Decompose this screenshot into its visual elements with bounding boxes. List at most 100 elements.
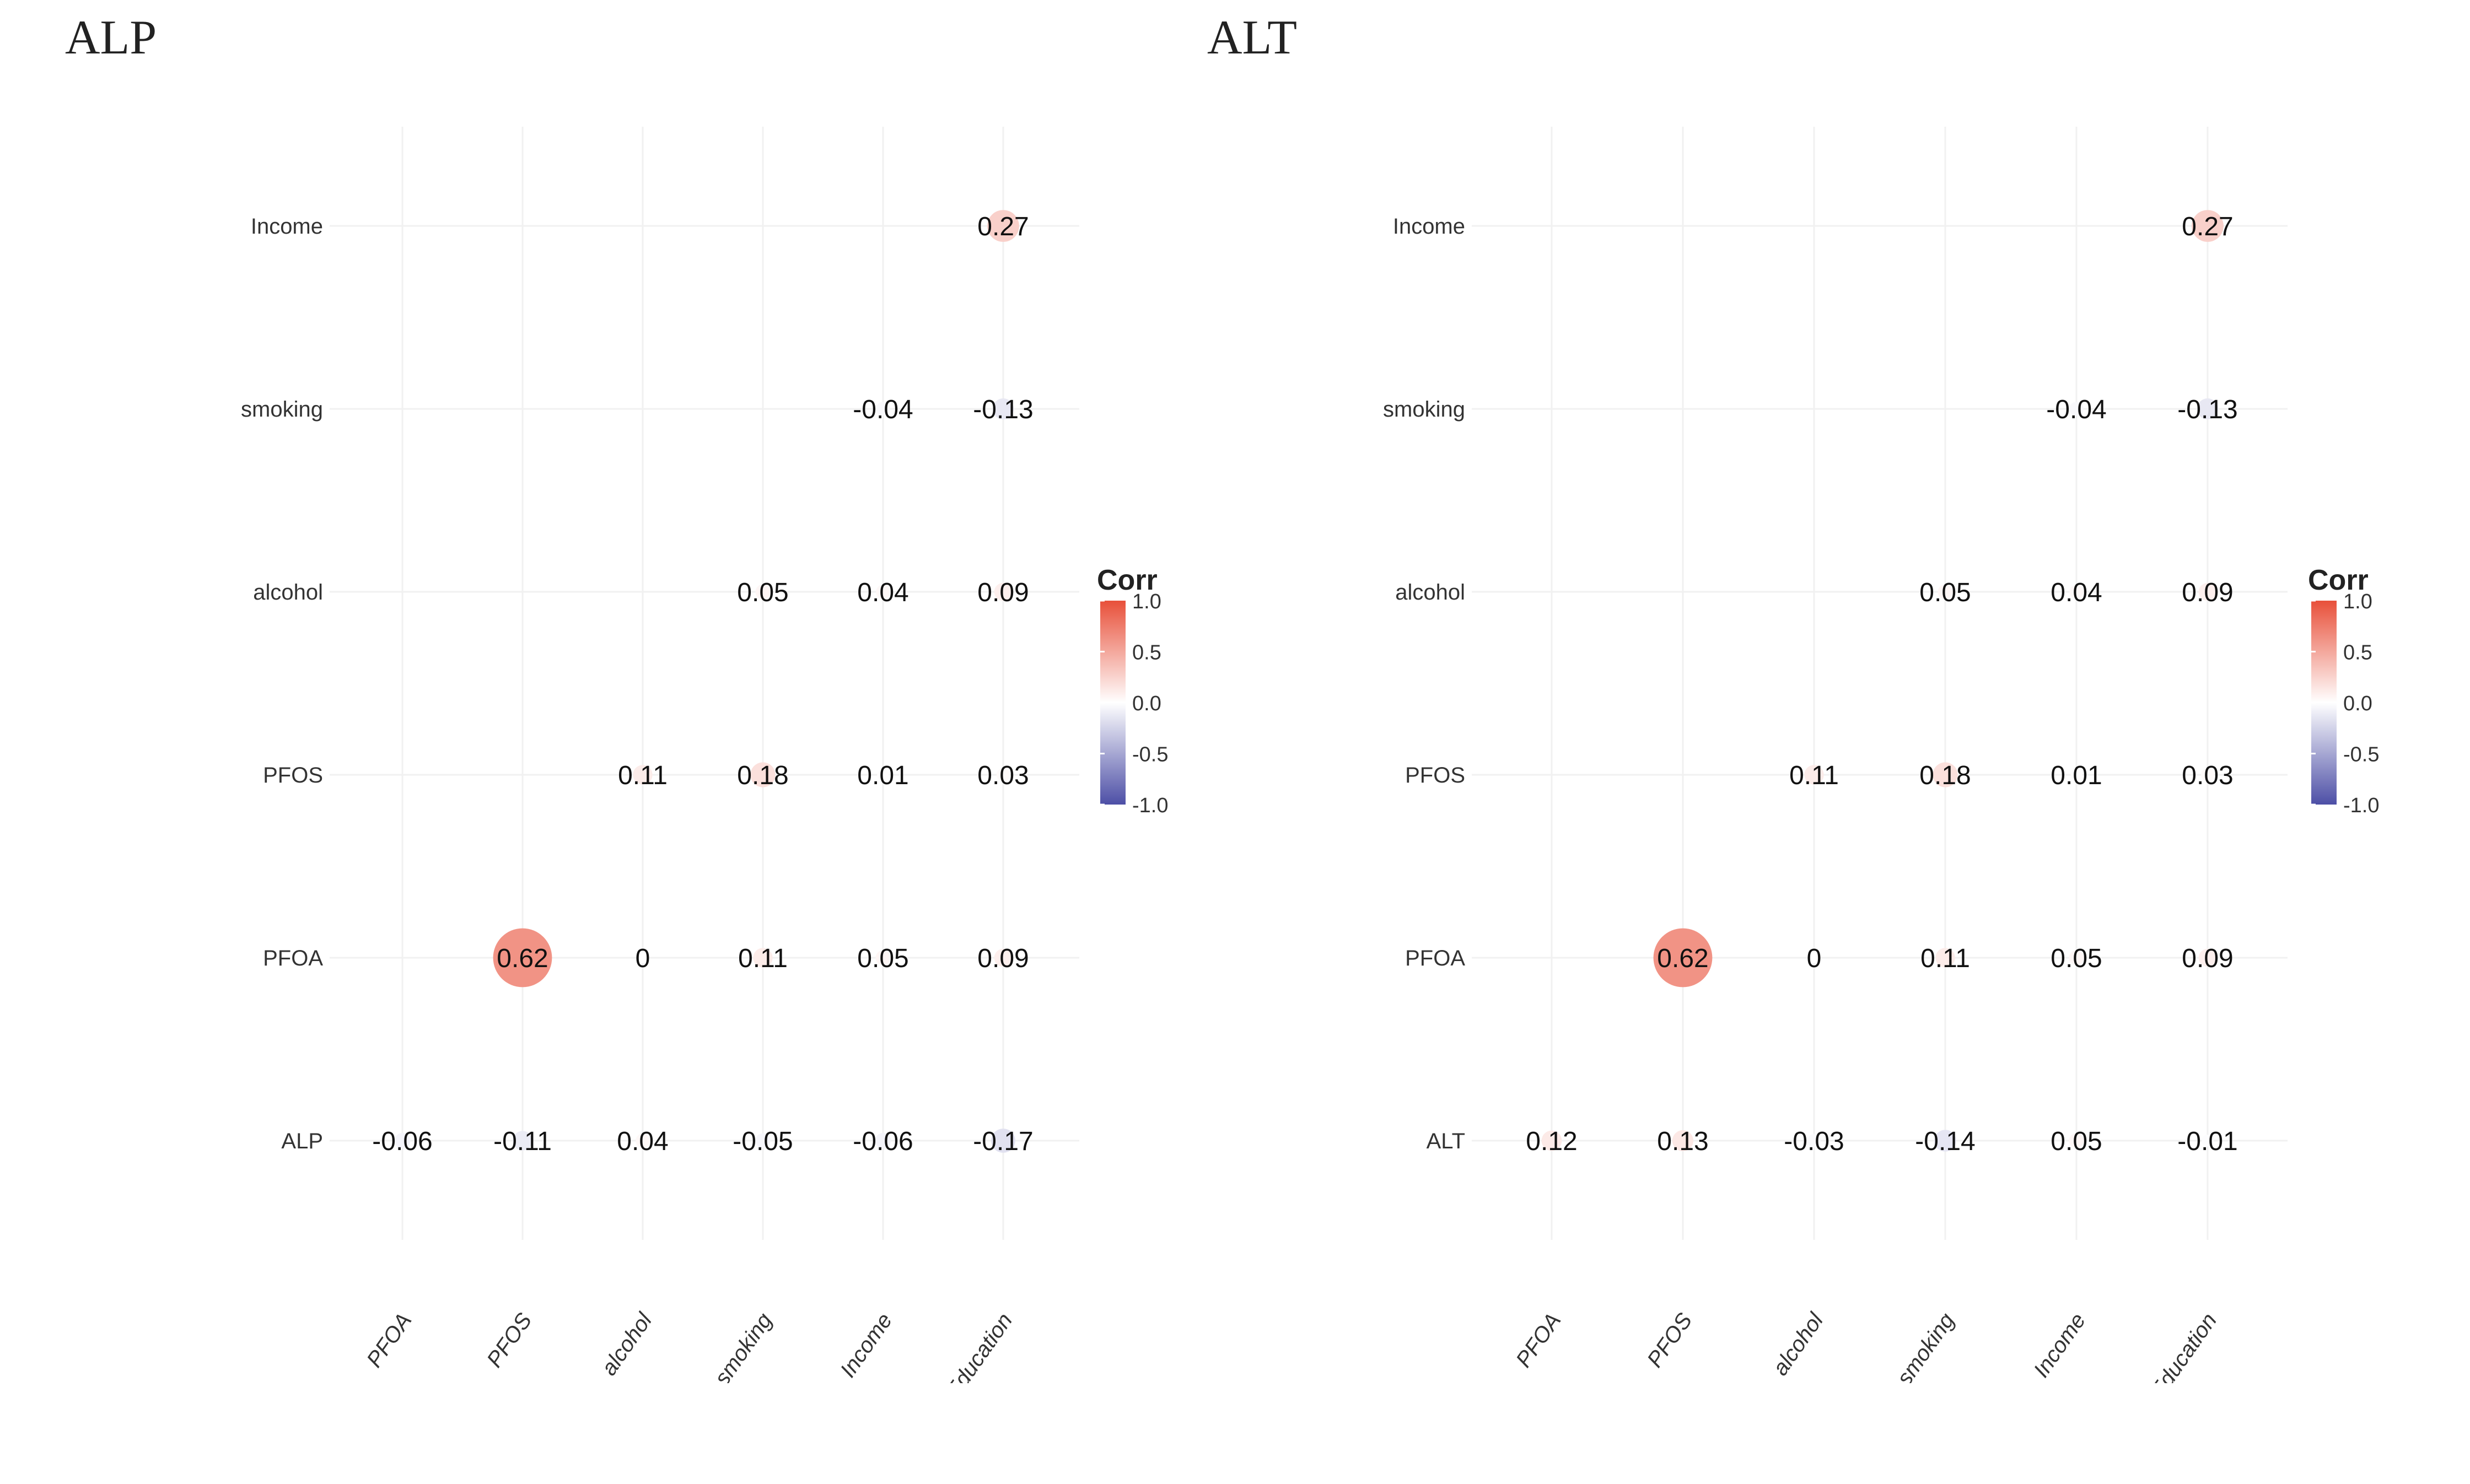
cell-circle-pfoa-education <box>2198 948 2217 967</box>
cell-circle-alt-pfoa <box>1541 1130 1562 1151</box>
cell-label-pfoa-alcohol: 0 <box>636 944 650 973</box>
cell-circle-alcohol-smoking <box>755 584 771 600</box>
cell-label-pfos-income: 0.01 <box>857 761 908 790</box>
y-tick-label-alp: ALP <box>281 1129 323 1153</box>
cell-circle-alcohol-education <box>2198 582 2217 601</box>
cell-circle-pfoa-pfos <box>1653 928 1713 987</box>
cell-label-smoking-education: -0.13 <box>2177 395 2237 424</box>
cell-circle-alp-alcohol <box>636 1134 650 1148</box>
cell-label-alcohol-income: 0.04 <box>2051 578 2102 607</box>
cell-label-pfoa-pfos: 0.62 <box>1657 944 1708 973</box>
alt-panel-title: ALT <box>1207 11 1297 64</box>
x-tick-label-pfos: PFOS <box>1643 1309 1697 1372</box>
alp-correlation-plot: Income smoking alcohol PFOS PFOA ALP PFOA PFOS a… <box>65 116 1179 1383</box>
cell-label-alt-alcohol: -0.03 <box>1784 1127 1844 1156</box>
cell-circle-pfoa-smoking <box>753 948 773 968</box>
cell-circle-pfos-income <box>2070 769 2082 781</box>
cell-label-alp-smoking: -0.05 <box>733 1127 793 1156</box>
legend-tick-label: 0.5 <box>2343 641 2372 665</box>
legend-title: Corr <box>1097 564 1158 596</box>
cell-label-pfos-alcohol: 0.11 <box>618 761 668 790</box>
cell-label-smoking-income: -0.04 <box>853 395 913 424</box>
legend-tick-label: 0.5 <box>1132 641 1161 665</box>
cell-circle-alp-pfos <box>513 1131 532 1151</box>
cell-label-pfoa-education: 0.09 <box>977 944 1029 973</box>
cell-circle-alt-income <box>2069 1133 2084 1148</box>
y-tick-label-income: Income <box>1393 214 1465 239</box>
cell-circle-alt-pfos <box>1672 1130 1694 1152</box>
y-tick-label-pfos: PFOS <box>1405 763 1465 787</box>
cell-circle-pfoa-income <box>2069 950 2084 965</box>
y-tick-label-alt: ALT <box>1427 1129 1465 1153</box>
legend-tick-label: 1.0 <box>1132 590 1161 613</box>
cell-circle-pfos-education <box>996 768 1010 782</box>
cell-label-pfos-education: 0.03 <box>2182 761 2233 790</box>
cell-label-alt-smoking: -0.14 <box>1915 1127 1975 1156</box>
y-tick-label-smoking: smoking <box>241 397 323 422</box>
y-tick-label-smoking: smoking <box>1383 397 1465 422</box>
x-tick-label-pfoa: PFOA <box>362 1309 417 1372</box>
cell-label-alp-pfoa: -0.06 <box>372 1127 432 1156</box>
cell-circle-smoking-education <box>992 398 1014 420</box>
cell-label-income-education: 0.27 <box>2182 212 2233 241</box>
cell-label-pfoa-income: 0.05 <box>2051 944 2102 973</box>
legend-tick-label: 0.0 <box>2343 692 2372 715</box>
cell-label-alp-education: -0.17 <box>973 1127 1033 1156</box>
cell-label-smoking-income: -0.04 <box>2046 395 2106 424</box>
x-tick-label-income: Income <box>2029 1309 2090 1382</box>
legend-tick-label: 1.0 <box>2343 590 2372 613</box>
cell-circle-alt-education <box>2202 1135 2214 1147</box>
alp-panel-title: ALP <box>65 11 157 64</box>
cell-label-alt-pfoa: 0.12 <box>1526 1127 1577 1156</box>
cell-circle-alp-income <box>875 1132 891 1149</box>
cell-circle-pfoa-alcohol <box>637 952 648 963</box>
y-tick-label-income: Income <box>251 214 323 239</box>
cell-label-pfos-income: 0.01 <box>2051 761 2102 790</box>
y-tick-label-pfos: PFOS <box>263 763 323 787</box>
cell-circle-alcohol-income <box>2069 585 2084 599</box>
cell-label-pfoa-education: 0.09 <box>2182 944 2233 973</box>
cell-label-pfoa-income: 0.05 <box>857 944 908 973</box>
cell-label-alcohol-smoking: 0.05 <box>1919 578 1971 607</box>
y-tick-label-alcohol: alcohol <box>253 580 323 605</box>
cell-circle-alcohol-smoking <box>1938 584 1953 600</box>
cell-circle-pfoa-income <box>875 950 891 965</box>
cell-label-pfos-alcohol: 0.11 <box>1789 761 1839 790</box>
cell-circle-alcohol-education <box>994 582 1013 601</box>
cell-circle-pfos-alcohol <box>1804 765 1824 785</box>
cell-circle-smoking-income <box>876 402 890 416</box>
cell-circle-smoking-education <box>2197 398 2219 420</box>
x-tick-label-smoking: smoking <box>1892 1309 1959 1383</box>
cell-circle-income-education <box>987 210 1019 242</box>
x-tick-label-pfos: PFOS <box>482 1309 537 1372</box>
cell-label-alcohol-income: 0.04 <box>857 578 908 607</box>
cell-label-pfoa-smoking: 0.11 <box>738 944 788 973</box>
cell-label-income-education: 0.27 <box>977 212 1029 241</box>
cell-label-alcohol-education: 0.09 <box>2182 578 2233 607</box>
cell-circle-alcohol-income <box>876 585 890 599</box>
cell-label-alt-pfos: 0.13 <box>1657 1127 1708 1156</box>
x-tick-label-alcohol: alcohol <box>1768 1308 1828 1380</box>
x-tick-label-education: Education <box>2145 1309 2221 1383</box>
cell-label-pfos-smoking: 0.18 <box>737 761 788 790</box>
cell-circle-income-education <box>2192 210 2224 242</box>
cell-circle-pfoa-pfos <box>493 928 552 987</box>
cell-label-pfoa-pfos: 0.62 <box>497 944 548 973</box>
cell-label-alp-pfos: -0.11 <box>493 1127 552 1156</box>
cell-label-smoking-education: -0.13 <box>973 395 1033 424</box>
cell-circle-pfos-alcohol <box>633 765 653 785</box>
y-tick-label-pfoa: PFOA <box>1405 946 1465 970</box>
cell-circle-pfos-income <box>877 769 889 781</box>
cell-circle-pfos-smoking <box>1933 762 1958 787</box>
cell-label-pfoa-alcohol: 0 <box>1807 944 1822 973</box>
cell-circle-alp-smoking <box>755 1133 771 1148</box>
cell-circle-pfos-education <box>2200 768 2215 782</box>
legend-tick-label: -0.5 <box>2343 743 2379 767</box>
y-tick-label-pfoa: PFOA <box>263 946 323 970</box>
x-tick-label-alcohol: alcohol <box>597 1308 657 1380</box>
cell-circle-pfos-smoking <box>750 762 776 787</box>
cell-circle-alp-pfoa <box>394 1132 411 1149</box>
cell-circle-pfoa-education <box>994 948 1013 967</box>
x-tick-label-education: Education <box>941 1309 1017 1383</box>
cell-label-alcohol-smoking: 0.05 <box>737 578 788 607</box>
